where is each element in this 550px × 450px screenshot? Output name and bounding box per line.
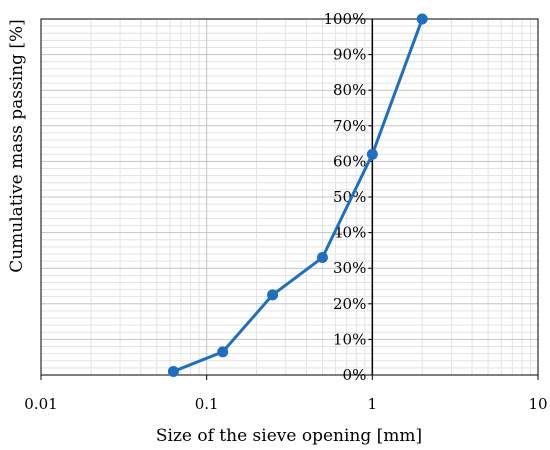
y-tick-label: 20% [333, 295, 366, 313]
series [167, 13, 428, 377]
y-axis-title: Cumulative mass passing [%] [7, 19, 27, 273]
y-tick-label: 70% [333, 117, 366, 135]
x-tick-label: 0.1 [195, 395, 219, 413]
x-ticks: 0.01 0.1 1 10 [24, 375, 548, 413]
data-point [167, 365, 179, 377]
data-point [217, 346, 229, 358]
grid [40, 18, 539, 376]
y-tick-label: 40% [333, 224, 366, 242]
y-tick-label: 10% [333, 330, 366, 348]
y-tick-label: 30% [333, 259, 366, 277]
data-point [316, 252, 328, 264]
y-tick-label: 50% [333, 188, 366, 206]
plot-border [40, 18, 539, 376]
series-line [172, 18, 424, 373]
data-point [366, 148, 378, 160]
x-tick-label: 10 [528, 395, 547, 413]
y-tick-label: 60% [333, 152, 366, 170]
y-tick-label: 90% [333, 46, 366, 64]
y-ticks: 0% 10% 20% 30% 40% 50% 60% 70% 80% 90% 100% [323, 10, 373, 384]
y-tick-label: 100% [323, 10, 366, 28]
y-tick-label: 0% [343, 366, 367, 384]
y-tick-label: 80% [333, 81, 366, 99]
x-axis-title: Size of the sieve opening [mm] [156, 426, 422, 446]
x-tick-label: 1 [368, 395, 378, 413]
x-tick-label: 0.01 [24, 395, 57, 413]
data-point [267, 289, 279, 301]
data-point [416, 13, 428, 25]
